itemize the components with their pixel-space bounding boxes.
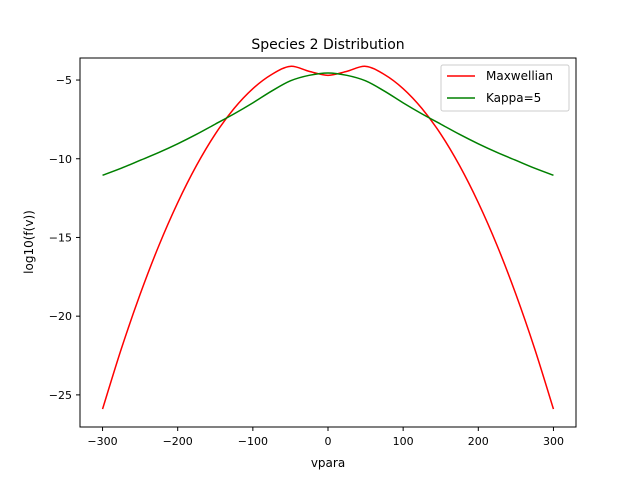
legend-label-kappa: Kappa=5: [486, 91, 541, 105]
y-tick-label: −25: [49, 389, 72, 402]
series-line-maxwellian: [101, 65, 555, 410]
y-axis-ticks: −25 −20 −15 −10 −5: [49, 74, 80, 402]
x-axis-label: vpara: [311, 456, 345, 470]
y-axis-label: log10(f(v)): [22, 210, 36, 274]
x-tick-label: 0: [325, 435, 332, 448]
x-tick-label: −100: [238, 435, 268, 448]
legend-label-maxwellian: Maxwellian: [486, 69, 553, 83]
y-tick-label: −5: [56, 74, 72, 87]
x-axis-ticks: −300 −200 −100 0 100 200 300: [87, 427, 564, 448]
y-tick-label: −10: [49, 153, 72, 166]
axes-frame: [79, 57, 577, 428]
x-tick-label: 300: [543, 435, 564, 448]
x-tick-label: 100: [393, 435, 414, 448]
plot-lines: [101, 65, 555, 410]
x-tick-label: 200: [468, 435, 489, 448]
x-tick-label: −300: [87, 435, 117, 448]
x-tick-label: −200: [163, 435, 193, 448]
legend: Maxwellian Kappa=5: [440, 64, 570, 112]
chart-title: Species 2 Distribution: [251, 37, 404, 53]
y-tick-label: −15: [49, 231, 72, 244]
y-tick-label: −20: [49, 310, 72, 323]
series-line-kappa-5: [102, 72, 554, 176]
